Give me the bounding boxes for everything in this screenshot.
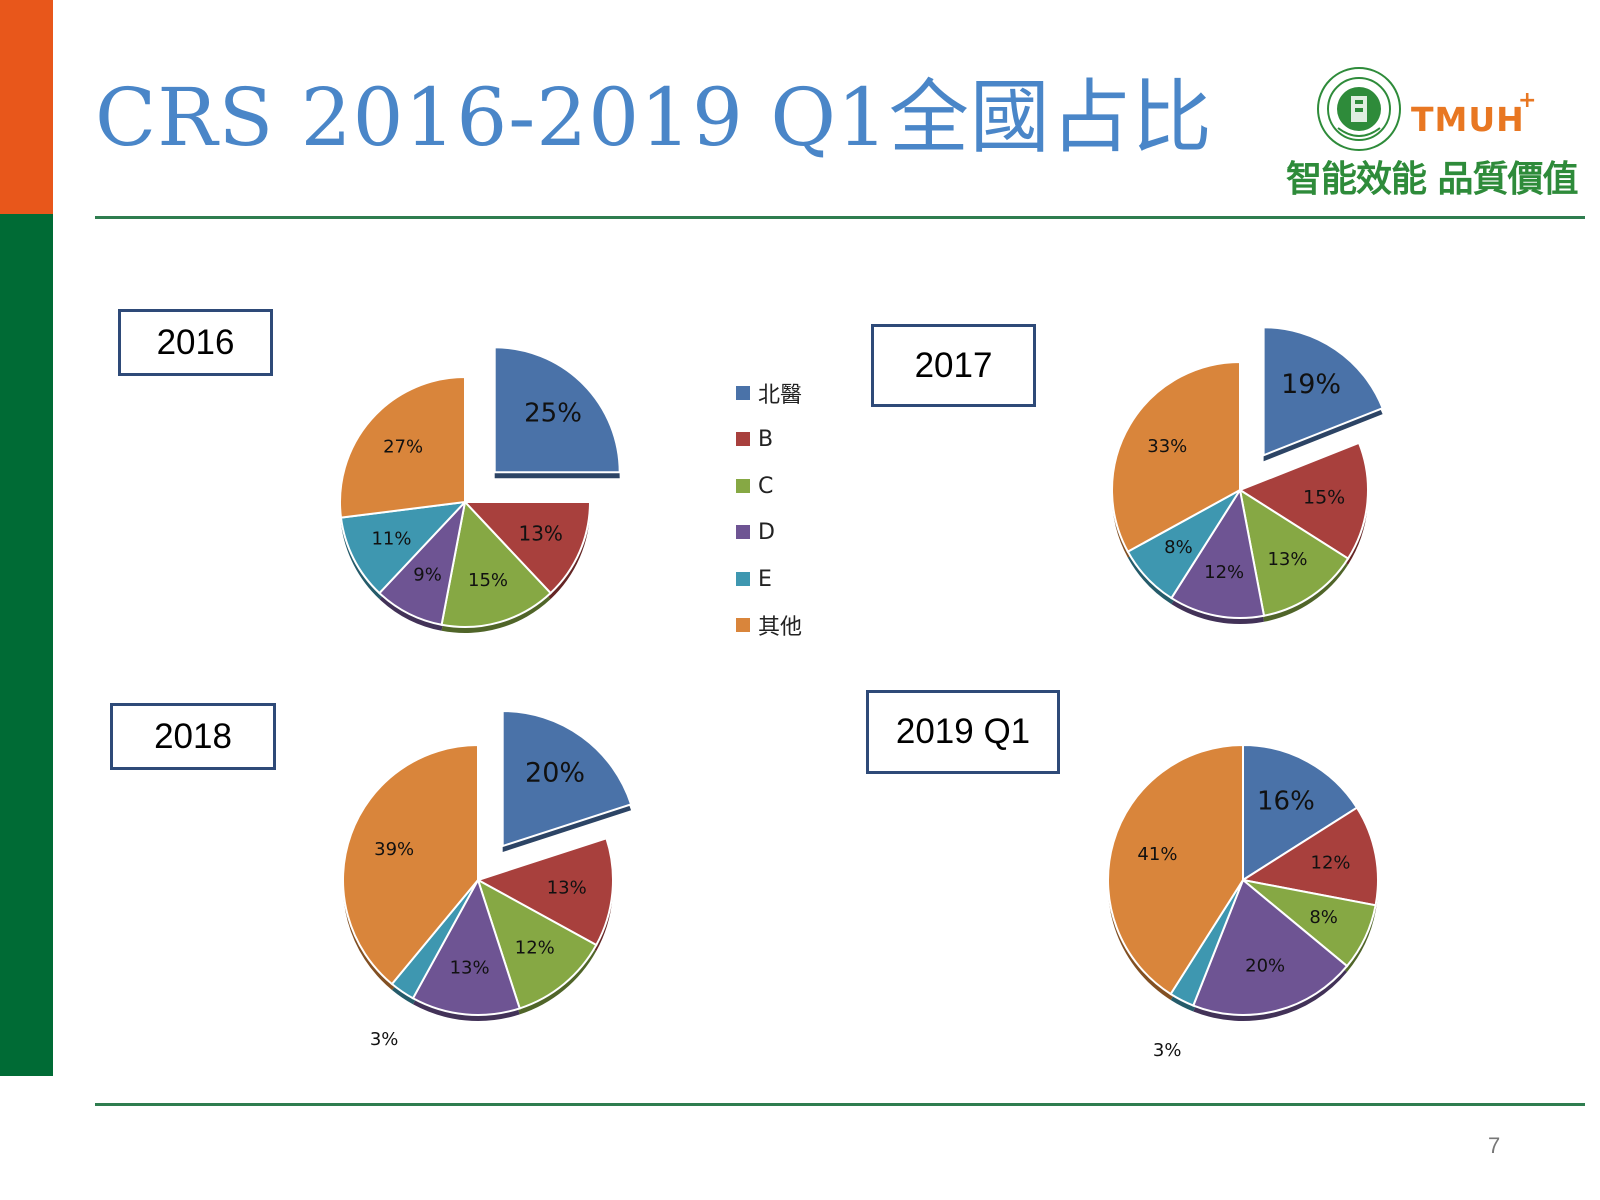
pie-data-label: 11% <box>371 528 411 549</box>
legend-label: 其他 <box>758 615 803 640</box>
pie-slice-北醫 <box>501 710 633 848</box>
legend-label: C <box>758 473 774 499</box>
top-divider <box>95 216 1585 219</box>
pie-slice-北醫 <box>1262 326 1384 457</box>
pie-chart-2019-q1: 16% 12% 8% 20% 3% 41% <box>1106 743 1379 1061</box>
page-number: 7 <box>1488 1133 1501 1158</box>
legend-swatch <box>736 618 750 632</box>
pie-data-label: 33% <box>1147 436 1187 457</box>
pie-slice-D <box>1192 878 1349 1016</box>
logo-brand-text: TMUH <box>1411 100 1525 139</box>
pie-data-label: 19% <box>1281 369 1341 400</box>
legend-label: E <box>758 566 772 592</box>
pie-slice-其他 <box>339 375 466 519</box>
legend-swatch <box>736 525 750 539</box>
legend-item: C <box>736 471 773 501</box>
pie-data-label: 20% <box>1245 955 1285 976</box>
pie-data-label: 25% <box>524 398 582 428</box>
pie-data-label: 15% <box>1303 486 1345 508</box>
pie-slice-C <box>440 499 552 628</box>
pie-data-label: 13% <box>547 877 587 898</box>
pie-slice-D <box>411 877 521 1016</box>
pie-slice-其他 <box>342 743 479 986</box>
legend-item: D <box>736 517 775 547</box>
pie-chart-2018: 20% 13% 12% 13% 3% 39% <box>342 710 633 1050</box>
pie-slice-D <box>1170 487 1266 619</box>
pie-data-label: 27% <box>383 436 423 457</box>
pie-slice-C <box>476 877 598 1010</box>
pie-slice-C <box>1238 487 1350 617</box>
pie-slice-B <box>1240 806 1379 907</box>
pie-slice-北醫 <box>493 346 621 474</box>
legend-swatch <box>736 572 750 586</box>
pie-chart-2016: 25% 13% 15% 9%11% 27% <box>339 346 621 633</box>
legend-item: B <box>736 424 773 454</box>
legend-label: D <box>758 519 775 545</box>
year-label-2019-q1: 2019 Q1 <box>866 690 1060 774</box>
pie-data-label: 12% <box>1311 852 1351 873</box>
year-label-2018: 2018 <box>110 703 276 770</box>
legend-label: 北醫 <box>758 383 803 408</box>
pie-slice-E <box>339 500 468 595</box>
slide-title: CRS 2016-2019 Q1全國占比 <box>95 71 1213 164</box>
year-label-2016: 2016 <box>118 309 273 376</box>
pie-slice-B <box>462 501 592 595</box>
legend-swatch <box>736 479 750 493</box>
pie-slice-其他 <box>1110 360 1241 554</box>
pie-chart-2017: 19% 15% 13% 12% 8% 33% <box>1110 326 1384 625</box>
pie-data-label: 12% <box>1204 562 1244 583</box>
pie-data-label: 15% <box>468 570 508 591</box>
pie-data-label: 3% <box>1153 1040 1182 1061</box>
pie-data-label: 3% <box>370 1029 399 1050</box>
pie-data-label: 8% <box>1309 907 1338 928</box>
legend-item: 其他 <box>736 610 802 640</box>
logo-plus-mark: + <box>1518 88 1537 113</box>
pie-data-label: 13% <box>450 958 490 979</box>
legend-item: E <box>736 564 772 594</box>
accent-bar-green <box>0 214 53 1076</box>
logo-slogan: 智能效能 品質價值 <box>1286 158 1579 200</box>
pie-slice-北醫 <box>1242 743 1359 882</box>
pie-slice-B <box>475 837 614 947</box>
pie-data-label: 8% <box>1164 537 1193 558</box>
pie-data-label: 12% <box>515 938 555 959</box>
pie-slice-其他 <box>1106 743 1244 996</box>
pie-data-label: 39% <box>374 839 414 860</box>
pie-data-label: 16% <box>1257 786 1315 816</box>
pie-data-label: 13% <box>1267 549 1307 570</box>
legend-swatch <box>736 386 750 400</box>
hospital-seal-icon <box>1317 67 1401 151</box>
pie-data-label: 9% <box>413 565 442 586</box>
pie-data-label: 13% <box>518 521 562 545</box>
legend-item: 北醫 <box>736 378 802 408</box>
legend-label: B <box>758 426 774 452</box>
accent-bar-orange <box>0 0 53 214</box>
year-label-2017: 2017 <box>871 324 1036 407</box>
bottom-divider <box>95 1103 1585 1106</box>
pie-data-label: 41% <box>1137 844 1177 865</box>
pie-slice-B <box>1237 441 1369 560</box>
pie-data-label: 20% <box>525 757 585 788</box>
tmuh-logo: TMUH + 智能效能 品質價值 <box>1286 58 1586 208</box>
legend-swatch <box>736 432 750 446</box>
